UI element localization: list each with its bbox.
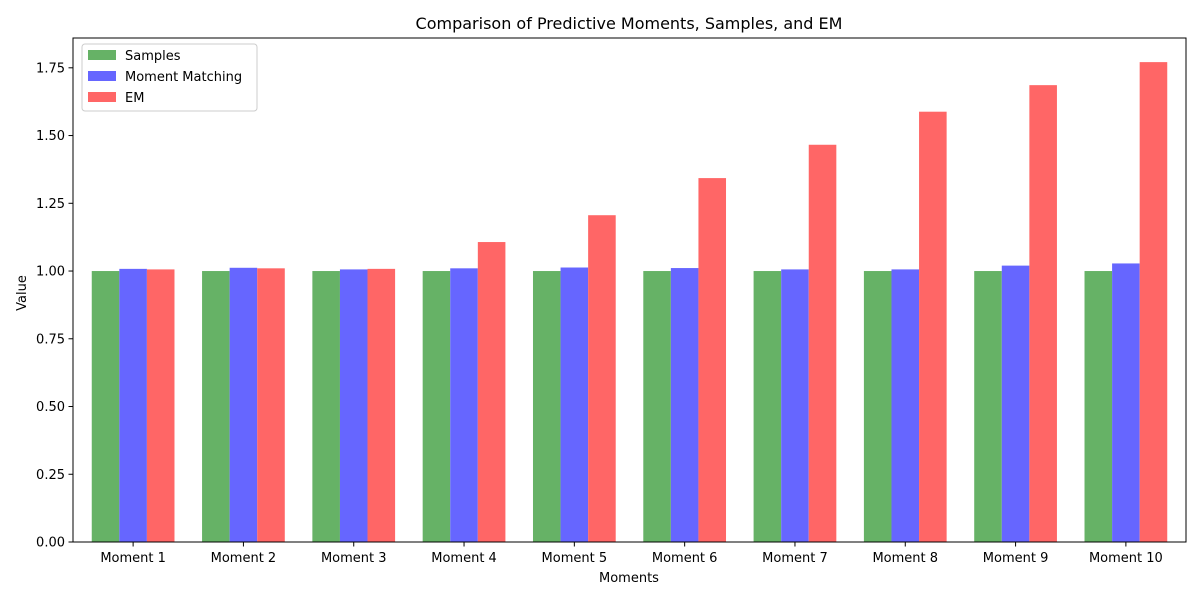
bar-moment-matching-6	[670, 268, 699, 542]
x-tick-label: Moment 9	[983, 551, 1049, 566]
x-axis-label: Moments	[599, 571, 659, 586]
x-tick-label: Moment 8	[872, 551, 938, 566]
bar-samples-5	[532, 271, 561, 542]
bar-em-6	[698, 178, 727, 542]
x-tick-label: Moment 2	[211, 551, 277, 566]
bar-samples-1	[91, 271, 120, 542]
bar-em-9	[1029, 85, 1057, 543]
y-tick-label: 1.75	[36, 61, 65, 76]
chart-title: Comparison of Predictive Moments, Sample…	[416, 14, 843, 33]
bar-em-1	[146, 269, 175, 542]
bar-moment-matching-4	[450, 268, 478, 542]
plot-frame	[72, 37, 1187, 543]
x-tick-label: Moment 5	[542, 551, 608, 566]
y-tick-label: 0.50	[36, 400, 65, 415]
y-tick-label: 1.50	[36, 129, 65, 144]
bar-moment-matching-2	[229, 267, 258, 542]
bar-moment-matching-3	[339, 269, 368, 542]
bar-em-10	[1139, 62, 1168, 543]
y-tick-label: 0.25	[36, 468, 65, 483]
legend-box	[81, 43, 258, 112]
bar-em-4	[477, 242, 506, 543]
bar-samples-2	[202, 271, 230, 542]
legend: Samples Moment Matching EM	[81, 43, 258, 112]
x-tick-label: Moment 1	[100, 551, 166, 566]
y-tick-label: 1.00	[36, 265, 65, 280]
bar-em-8	[919, 111, 947, 543]
bar-moment-matching-8	[891, 269, 920, 542]
bar-samples-9	[974, 271, 1002, 542]
bar-em-3	[367, 268, 396, 542]
bar-moment-matching-1	[119, 268, 147, 542]
legend-swatch-moment-matching	[88, 71, 116, 81]
legend-label-moment-matching: Moment Matching	[125, 70, 242, 85]
bar-samples-3	[312, 271, 340, 542]
bar-moment-matching-7	[781, 269, 809, 542]
bar-samples-10	[1084, 271, 1113, 542]
y-tick-label: 0.00	[36, 536, 65, 551]
bar-moment-matching-10	[1112, 263, 1140, 542]
bar-samples-7	[753, 271, 782, 542]
y-tick-label: 1.25	[36, 197, 65, 212]
legend-label-samples: Samples	[125, 49, 181, 64]
legend-swatch-em	[88, 92, 116, 102]
x-tick-label: Moment 3	[321, 551, 387, 566]
bars-layer	[91, 62, 1168, 543]
x-tick-label: Moment 7	[762, 551, 828, 566]
bar-moment-matching-5	[560, 267, 589, 542]
legend-label-em: EM	[125, 91, 144, 106]
bar-samples-8	[863, 271, 892, 542]
legend-swatch-samples	[88, 50, 116, 60]
x-tick-label: Moment 6	[652, 551, 718, 566]
bar-em-2	[257, 268, 285, 542]
y-axis-label: Value	[15, 275, 30, 311]
bar-moment-matching-9	[1001, 265, 1030, 542]
y-tick-label: 0.75	[36, 332, 65, 347]
x-tick-label: Moment 4	[431, 551, 497, 566]
axes-layer: 0.00 0.25 0.50 0.75 1.00 1.25 1.50 1.75 Moment 1…	[36, 37, 1187, 566]
bar-em-5	[588, 215, 616, 543]
bar-samples-6	[643, 271, 671, 542]
bar-samples-4	[422, 271, 451, 542]
x-tick-label: Moment 10	[1089, 551, 1163, 566]
bar-em-7	[808, 144, 837, 542]
